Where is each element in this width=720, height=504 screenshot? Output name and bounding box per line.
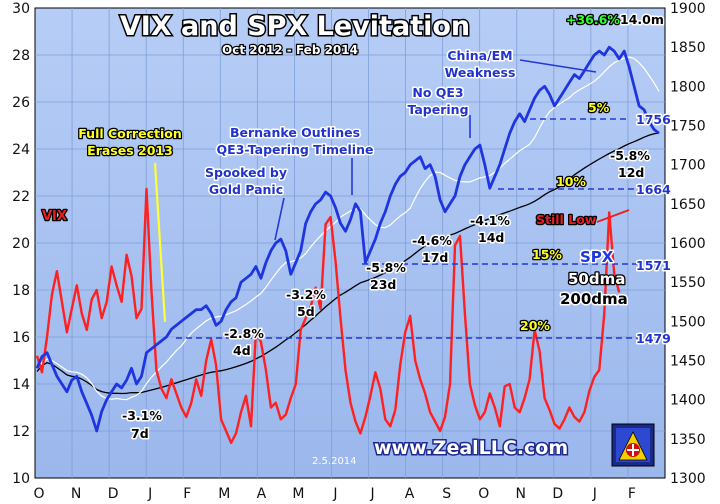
annotation-bernanke: Bernanke Outlines <box>230 125 360 140</box>
vix-series <box>35 187 621 444</box>
annotation-drop-4-6: -4.6% <box>412 233 452 248</box>
annotation-20pct: 20% <box>520 318 550 333</box>
right-axis: 1300 1350 1400 1450 1500 1550 1600 1650 1700 1750… <box>670 1 706 487</box>
annotation-23d: 23d <box>370 277 396 292</box>
left-tick-label: 20 <box>12 236 30 252</box>
left-axis: 10 12 14 16 18 20 22 24 26 28 30 <box>12 1 30 487</box>
bottom-tick-label: M <box>218 486 230 502</box>
bottom-tick-label: O <box>478 486 489 502</box>
bottom-tick-label: O <box>33 486 44 502</box>
spx-line <box>35 45 660 433</box>
left-tick-label: 14 <box>12 377 30 393</box>
annotation-gold-panic: Gold Panic <box>209 182 283 197</box>
vix-line <box>35 187 621 444</box>
right-tick-label: 1350 <box>670 432 706 448</box>
annotation-4d: 4d <box>233 343 251 358</box>
bottom-tick-label: A <box>405 486 415 502</box>
annotation-drop-2-8: -2.8% <box>224 326 264 341</box>
legend-spx: SPX <box>580 248 614 266</box>
annotation-arrows <box>153 59 630 323</box>
annotation-5pct: 5% <box>588 100 610 115</box>
legend-200dma: 200dma <box>560 290 628 308</box>
annotation-7d: 7d <box>131 426 149 441</box>
grid <box>35 8 665 478</box>
annotation-china-em: China/EM <box>447 48 512 63</box>
bottom-tick-label: M <box>292 486 304 502</box>
right-tick-label: 1400 <box>670 393 706 409</box>
chart-subtitle: Oct 2012 - Feb 2014 <box>222 43 358 57</box>
annotation-gain: +36.6% <box>566 12 620 27</box>
right-tick-label: 1700 <box>670 158 706 174</box>
annotation-drop-3-1: -3.1% <box>122 408 162 423</box>
annotation-15pct: 15% <box>532 247 562 262</box>
bottom-tick-label: D <box>552 486 563 502</box>
bottom-tick-label: A <box>257 486 267 502</box>
right-tick-label: 1600 <box>670 236 706 252</box>
annotation-5d: 5d <box>297 304 315 319</box>
annotation-full-correction: Full Correction <box>78 126 181 141</box>
left-tick-label: 18 <box>12 283 30 299</box>
right-tick-label: 1300 <box>670 471 706 487</box>
annotation-weakness: Weakness <box>445 65 516 80</box>
annotation-14d: 14d <box>478 230 504 245</box>
right-tick-label: 1900 <box>670 1 706 17</box>
annotation-spooked: Spooked by <box>205 165 287 180</box>
left-tick-label: 10 <box>12 471 30 487</box>
spx-series <box>35 45 660 433</box>
left-tick-label: 16 <box>12 330 30 346</box>
chart-title: VIX and SPX Levitation <box>120 11 470 42</box>
level-1571: 1571 <box>636 258 671 273</box>
bottom-tick-label: S <box>442 486 451 502</box>
bottom-tick-label: N <box>71 486 81 502</box>
left-tick-label: 28 <box>12 48 30 64</box>
bottom-tick-label: N <box>516 486 526 502</box>
left-tick-label: 12 <box>12 424 30 440</box>
level-1479: 1479 <box>636 331 671 346</box>
bottom-tick-label: F <box>628 486 636 502</box>
bottom-tick-label: J <box>147 486 152 502</box>
label-vix: VIX <box>42 209 67 224</box>
annotation-erases-2013: Erases 2013 <box>87 143 173 158</box>
right-tick-label: 1450 <box>670 354 706 370</box>
right-tick-label: 1800 <box>670 79 706 95</box>
bottom-tick-label: D <box>108 486 119 502</box>
annotation-drop-5-8-b: -5.8% <box>366 260 406 275</box>
bottom-tick-label: J <box>332 486 337 502</box>
annotation-qe3-timeline: QE3-Tapering Timeline <box>217 142 374 157</box>
right-tick-label: 1750 <box>670 119 706 135</box>
logo <box>611 423 655 467</box>
annotation-10pct: 10% <box>556 174 586 189</box>
annotation-tapering: Tapering <box>407 102 468 117</box>
left-tick-label: 30 <box>12 1 30 17</box>
annotation-12d: 12d <box>618 165 644 180</box>
annotation-still-low: Still Low <box>536 212 597 227</box>
right-tick-label: 1550 <box>670 275 706 291</box>
annotation-drop-5-8-a: -5.8% <box>610 148 650 163</box>
legend-50dma: 50dma <box>568 270 625 288</box>
annotation-drop-3-2: -3.2% <box>286 287 326 302</box>
right-tick-label: 1850 <box>670 40 706 56</box>
annotation-duration: 14.0m <box>620 12 664 27</box>
annotations: Full Correction Erases 2013 VIX Bernanke… <box>41 11 673 468</box>
left-tick-label: 22 <box>12 189 30 205</box>
annotation-drop-4-1: -4.1% <box>470 213 510 228</box>
right-tick-label: 1500 <box>670 314 706 330</box>
right-tick-label: 1650 <box>670 197 706 213</box>
bottom-tick-label: J <box>592 486 597 502</box>
chart-date: 2.5.2014 <box>312 456 357 467</box>
site-watermark: www.ZealLLC.com <box>374 437 568 459</box>
level-1664: 1664 <box>636 182 671 197</box>
annotation-17d: 17d <box>422 250 448 265</box>
left-tick-label: 26 <box>12 95 30 111</box>
level-lines <box>176 118 640 339</box>
bottom-tick-label: F <box>183 486 191 502</box>
bottom-tick-label: J <box>369 486 374 502</box>
left-tick-label: 24 <box>12 142 30 158</box>
annotation-no-qe3: No QE3 <box>412 85 463 100</box>
level-1756: 1756 <box>636 112 671 127</box>
